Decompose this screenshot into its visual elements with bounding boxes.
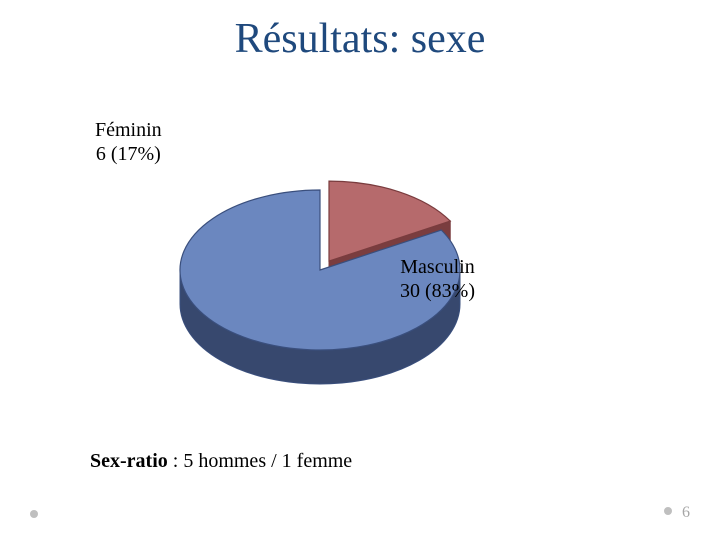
slice-label-masculin-line1: Masculin <box>400 256 474 278</box>
slice-label-feminin-line2: 6 (17%) <box>96 143 161 165</box>
page-title: Résultats: sexe <box>0 15 720 63</box>
caption: Sex-ratio : 5 hommes / 1 femme <box>90 450 352 473</box>
slice-label-feminin: Féminin 6 (17%) <box>95 118 162 166</box>
slide: Résultats: sexe Féminin 6 (17%) Masculin… <box>0 0 720 540</box>
page-number: 6 <box>682 504 690 522</box>
slice-label-masculin-line2: 30 (83%) <box>400 280 475 302</box>
caption-rest: : 5 hommes / 1 femme <box>168 450 352 472</box>
slice-label-feminin-line1: Féminin <box>95 119 162 141</box>
caption-bold: Sex-ratio <box>90 450 168 472</box>
bullet-icon <box>664 507 672 515</box>
slice-label-masculin: Masculin 30 (83%) <box>400 255 475 303</box>
bullet-icon <box>30 510 38 518</box>
